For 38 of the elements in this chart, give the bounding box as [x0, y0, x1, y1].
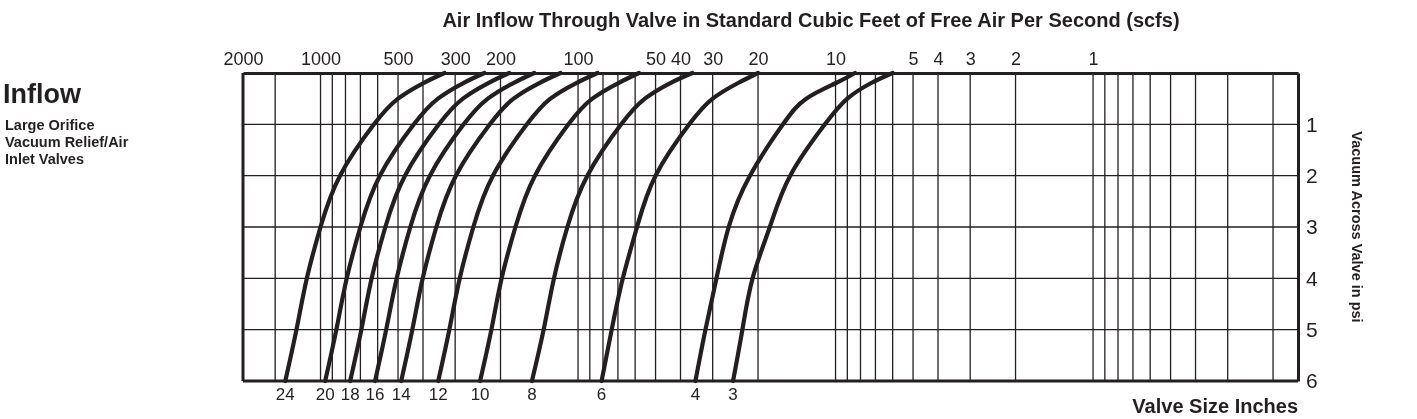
- text: Large Orifice Vacuum Relief/Air Inlet Valves: [5, 117, 129, 167]
- x-axis-title: Air Inflow Through Valve in Standard Cubic Feet of Free Air Per Second (scfs): [442, 9, 1180, 31]
- x-tick-label: 200: [485, 49, 517, 69]
- x-tick-label: 5: [908, 49, 919, 69]
- text: Valve Size Inches: [1132, 395, 1298, 417]
- series-label: 6: [596, 385, 607, 404]
- x-tick-label: 1000: [301, 49, 342, 69]
- series-label: 24: [275, 385, 295, 404]
- y-tick-label: 6: [1306, 369, 1318, 393]
- series-label: 16: [365, 385, 385, 404]
- series-label: 3: [728, 385, 738, 404]
- y-tick-label: 2: [1306, 163, 1318, 187]
- y-axis-title: Vacuum Across Valve in psi: [1349, 131, 1365, 323]
- x-tick-label: 2000: [223, 49, 264, 69]
- series-label: 14: [391, 385, 411, 404]
- x-tick-label: 300: [440, 49, 471, 69]
- x-tick-label: 2: [1011, 49, 1022, 69]
- x-tick-label: 30: [703, 49, 724, 69]
- x-tick-label: 20: [748, 49, 769, 69]
- x-tick-label: 100: [563, 49, 594, 69]
- series-label: 10: [470, 385, 490, 404]
- x-tick-label: 500: [383, 49, 414, 69]
- series-label: 20: [315, 385, 335, 404]
- y-tick-label: 3: [1306, 215, 1318, 239]
- chart-title: Inflow: [3, 79, 82, 109]
- x-tick-label: 10: [826, 49, 847, 69]
- series-label: 12: [428, 385, 448, 404]
- series-label: 8: [527, 385, 537, 404]
- series-label: 18: [340, 385, 360, 404]
- x-tick-label: 1: [1088, 49, 1099, 69]
- x-tick-label: 50: [646, 49, 667, 69]
- series-label: 4: [690, 385, 701, 404]
- y-tick-label: 4: [1306, 266, 1318, 290]
- y-tick-label: 5: [1306, 317, 1318, 341]
- y-tick-label: 1: [1306, 112, 1318, 136]
- x-tick-label: 3: [965, 49, 976, 69]
- x-tick-label: 40: [670, 49, 692, 69]
- x-tick-label: 4: [933, 49, 944, 69]
